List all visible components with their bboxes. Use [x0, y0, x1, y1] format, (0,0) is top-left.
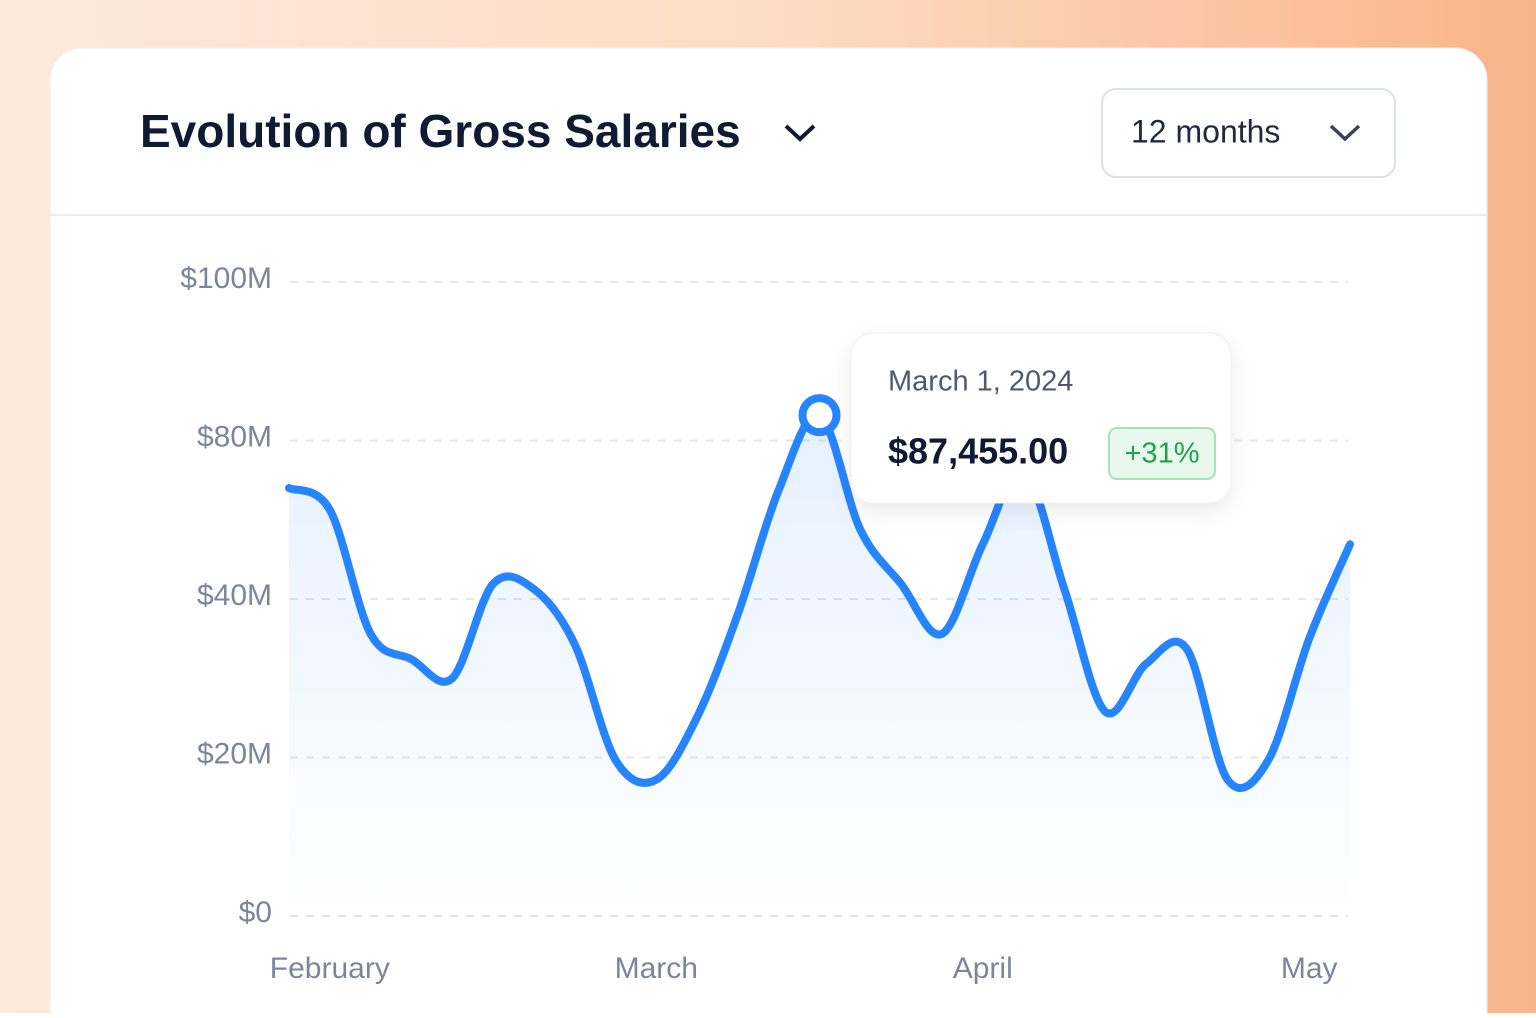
x-tick-label: March — [615, 952, 698, 985]
line — [285, 410, 1354, 792]
tooltip: March 1, 2024 $87,455.00 +31% — [850, 332, 1232, 504]
y-tick-label: $20M — [197, 737, 272, 770]
period-select[interactable]: 12 months — [1101, 88, 1396, 178]
y-tick-label: $80M — [197, 420, 272, 453]
y-tick-label: $0 — [239, 896, 272, 929]
x-tick-label: February — [270, 952, 390, 985]
y-tick-label: $100M — [180, 262, 272, 295]
tooltip-amount: $87,455.00 — [888, 431, 1068, 472]
y-tick-label: $40M — [197, 579, 272, 612]
select-chevron[interactable] — [1329, 124, 1361, 142]
title-chevron[interactable] — [784, 124, 816, 142]
select-box[interactable] — [1101, 88, 1396, 178]
select-label[interactable]: 12 months — [1131, 113, 1280, 149]
title: Evolution of Gross Salaries — [140, 105, 741, 157]
x-tick-label: April — [953, 952, 1013, 985]
change-value: +31% — [1125, 438, 1200, 470]
change-badge — [1108, 427, 1216, 480]
x-tick-label: May — [1281, 952, 1338, 985]
area — [289, 414, 1350, 916]
plot: $0 $20M $40M $80M $100M February March April May… — [180, 262, 1354, 985]
tooltip-date: March 1, 2024 — [888, 366, 1073, 398]
highlight-point — [798, 394, 841, 437]
